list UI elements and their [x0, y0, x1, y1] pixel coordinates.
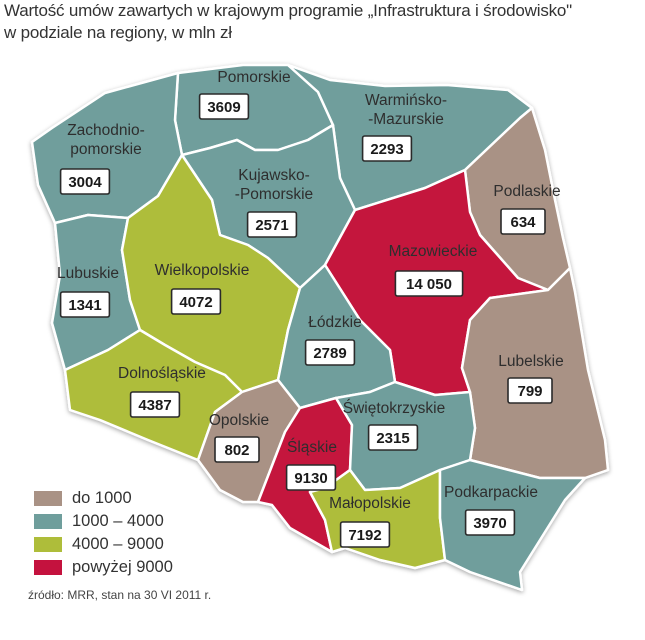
title-line-1: Wartość umów zawartych w krajowym progra… — [4, 1, 573, 20]
label-mazowieckie: Mazowieckie 14 050 — [389, 243, 478, 297]
region-name-podkarpackie: Podkarpackie — [444, 484, 538, 501]
region-name-podlaskie: Podlaskie — [493, 183, 560, 200]
label-lubelskie: Lubelskie 799 — [498, 353, 564, 404]
value-box-podlaskie — [500, 208, 546, 235]
region-name-malopolskie: Małopolskie — [329, 495, 411, 512]
value-lodzkie: 2789 — [313, 345, 346, 362]
value-warminsko-mazurskie: 2293 — [370, 141, 403, 158]
value-opolskie: 802 — [224, 442, 249, 459]
label-dolnoslaskie: Dolnośląskie 4387 — [118, 365, 206, 418]
label-zachodniopomorskie: Zachodnio-pomorskie 3004 — [59, 122, 145, 195]
value-box-swietokrzyskie — [367, 424, 419, 451]
region-name-lodzkie: Łódzkie — [308, 314, 361, 331]
value-zachodniopomorskie: 3004 — [68, 174, 102, 191]
value-box-opolskie — [214, 436, 260, 463]
region-name-warminsko-mazurskie: Warmińsko--Mazurskie — [365, 92, 447, 128]
region-name-lubuskie: Lubuskie — [57, 265, 119, 282]
label-lodzkie: Łódzkie 2789 — [304, 314, 362, 366]
region-name-wielkopolskie: Wielkopolskie — [155, 262, 250, 279]
value-malopolskie: 7192 — [348, 527, 381, 544]
legend: do 1000 1000 – 4000 4000 – 9000 powyżej 900… — [34, 487, 173, 579]
legend-item: 4000 – 9000 — [34, 533, 173, 556]
value-box-pomorskie — [198, 93, 250, 120]
value-box-zachodniopomorskie — [59, 168, 111, 195]
value-box-wielkopolskie — [170, 288, 222, 315]
legend-item: do 1000 — [34, 487, 173, 510]
region-name-mazowieckie: Mazowieckie — [389, 243, 478, 260]
value-podkarpackie: 3970 — [473, 515, 506, 532]
value-pomorskie: 3609 — [207, 99, 240, 116]
region-name-swietokrzyskie: Świętokrzyskie — [343, 399, 446, 417]
value-box-slaskie — [285, 464, 337, 491]
value-lubelskie: 799 — [517, 383, 542, 400]
region-name-kujawsko-pomorskie: Kujawsko--Pomorskie — [235, 167, 313, 203]
map-title: Wartość umów zawartych w krajowym progra… — [4, 0, 640, 44]
label-lubuskie: Lubuskie 1341 — [57, 265, 119, 318]
label-warminsko-mazurskie: Warmińsko--Mazurskie 2293 — [361, 92, 447, 162]
labels-layer: Pomorskie 3609 Zachodnio-pomorskie 3004 Warm… — [57, 69, 564, 548]
label-kujawsko-pomorskie: Kujawsko--Pomorskie 2571 — [235, 167, 313, 238]
legend-label: powyżej 9000 — [72, 558, 173, 576]
value-podlaskie: 634 — [510, 214, 536, 231]
value-box-dolnoslaskie — [129, 391, 181, 418]
label-opolskie: Opolskie 802 — [209, 412, 269, 463]
value-wielkopolskie: 4072 — [179, 294, 212, 311]
label-slaskie: Śląskie 9130 — [285, 438, 337, 491]
legend-item: 1000 – 4000 — [34, 510, 173, 533]
value-slaskie: 9130 — [294, 470, 327, 487]
value-swietokrzyskie: 2315 — [376, 430, 409, 447]
value-lubuskie: 1341 — [68, 297, 101, 314]
label-podlaskie: Podlaskie 634 — [493, 183, 561, 235]
legend-item: powyżej 9000 — [34, 556, 173, 579]
title-line-2: w podziale na regiony, w mln zł — [4, 23, 232, 42]
label-swietokrzyskie: Świętokrzyskie 2315 — [343, 399, 446, 451]
value-mazowieckie: 14 050 — [406, 276, 452, 293]
label-pomorskie: Pomorskie 3609 — [198, 69, 291, 120]
legend-swatch — [34, 491, 62, 506]
legend-swatch — [34, 560, 62, 575]
value-box-mazowieckie — [394, 270, 464, 297]
label-malopolskie: Małopolskie 7192 — [329, 495, 411, 548]
region-name-lubelskie: Lubelskie — [498, 353, 564, 370]
source-note: źródło: MRR, stan na 30 VI 2011 r. — [28, 588, 212, 602]
legend-label: do 1000 — [72, 489, 132, 507]
value-box-malopolskie — [339, 521, 391, 548]
region-name-zachodniopomorskie: Zachodnio-pomorskie — [67, 122, 145, 158]
legend-label: 4000 – 9000 — [72, 535, 164, 553]
region-name-opolskie: Opolskie — [209, 412, 269, 429]
value-box-warminsko-mazurskie — [361, 135, 413, 162]
label-podkarpackie: Podkarpackie 3970 — [444, 484, 538, 536]
value-kujawsko-pomorskie: 2571 — [255, 217, 288, 234]
value-box-lubelskie — [507, 377, 553, 404]
value-box-kujawsko-pomorskie — [246, 211, 298, 238]
legend-label: 1000 – 4000 — [72, 512, 164, 530]
value-dolnoslaskie: 4387 — [138, 397, 171, 414]
value-box-podkarpackie — [464, 509, 516, 536]
label-wielkopolskie: Wielkopolskie 4072 — [155, 262, 250, 315]
legend-swatch — [34, 537, 62, 552]
region-name-dolnoslaskie: Dolnośląskie — [118, 365, 206, 382]
legend-swatch — [34, 514, 62, 529]
value-box-lubuskie — [59, 291, 111, 318]
value-box-lodzkie — [304, 339, 356, 366]
region-name-pomorskie: Pomorskie — [217, 69, 290, 86]
region-name-slaskie: Śląskie — [287, 438, 337, 456]
